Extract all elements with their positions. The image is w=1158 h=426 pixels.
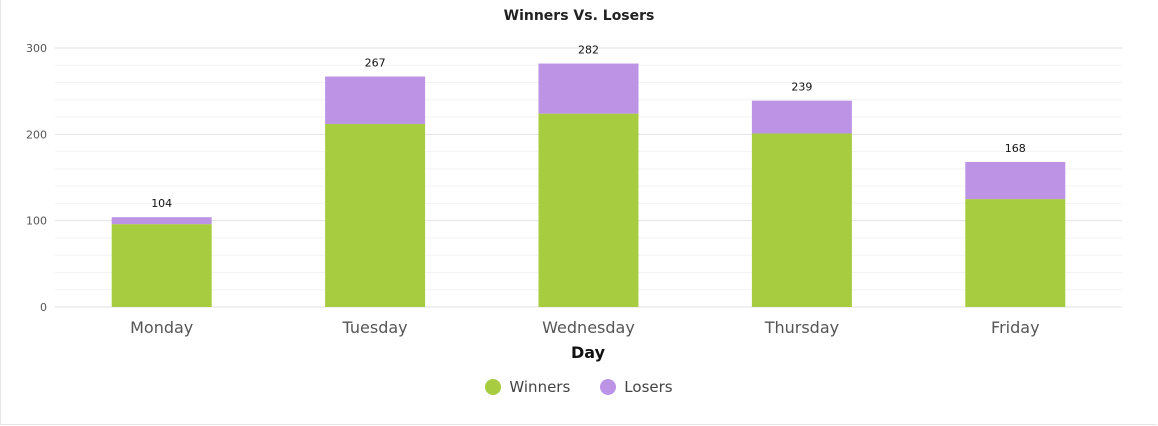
bar-winners-monday[interactable] (111, 224, 212, 307)
y-tick-label: 100 (26, 215, 47, 228)
total-label: 282 (578, 44, 599, 57)
bar-losers-tuesday[interactable] (325, 76, 426, 124)
y-axis-ticks: 0 100 200 300 (26, 42, 47, 314)
y-tick-label: 0 (40, 301, 47, 314)
x-tick-label: Thursday (764, 318, 839, 337)
bar-winners-tuesday[interactable] (325, 123, 426, 308)
bar-losers-wednesday[interactable] (538, 63, 639, 114)
x-axis-label: Day (571, 343, 606, 362)
legend-label: Losers (624, 378, 673, 396)
legend-swatch (600, 379, 617, 395)
total-label: 239 (791, 81, 812, 94)
x-tick-label: Friday (991, 318, 1040, 337)
bar-losers-friday[interactable] (965, 161, 1066, 200)
x-axis-ticks: Monday Tuesday Wednesday Thursday Friday (130, 318, 1039, 337)
x-tick-label: Tuesday (342, 318, 408, 337)
bar-losers-thursday[interactable] (751, 100, 852, 134)
total-label: 267 (365, 56, 386, 69)
legend: Winners Losers (0, 378, 1158, 396)
bar-winners-wednesday[interactable] (538, 113, 639, 307)
bar-winners-thursday[interactable] (751, 133, 852, 307)
legend-item-losers[interactable]: Losers (600, 378, 673, 396)
bar-winners-friday[interactable] (965, 199, 1066, 307)
legend-item-winners[interactable]: Winners (485, 378, 570, 396)
chart-title: Winners Vs. Losers (503, 8, 655, 24)
bars (111, 63, 1066, 308)
legend-swatch (485, 379, 502, 395)
bar-losers-monday[interactable] (111, 217, 212, 225)
total-label: 168 (1005, 142, 1026, 155)
y-tick-label: 200 (26, 128, 47, 141)
total-label: 104 (151, 197, 172, 210)
data-labels: 104 267 282 239 168 (151, 44, 1026, 211)
y-tick-label: 300 (26, 42, 47, 55)
x-tick-label: Monday (130, 318, 193, 337)
x-tick-label: Wednesday (542, 318, 635, 337)
legend-label: Winners (509, 378, 571, 396)
